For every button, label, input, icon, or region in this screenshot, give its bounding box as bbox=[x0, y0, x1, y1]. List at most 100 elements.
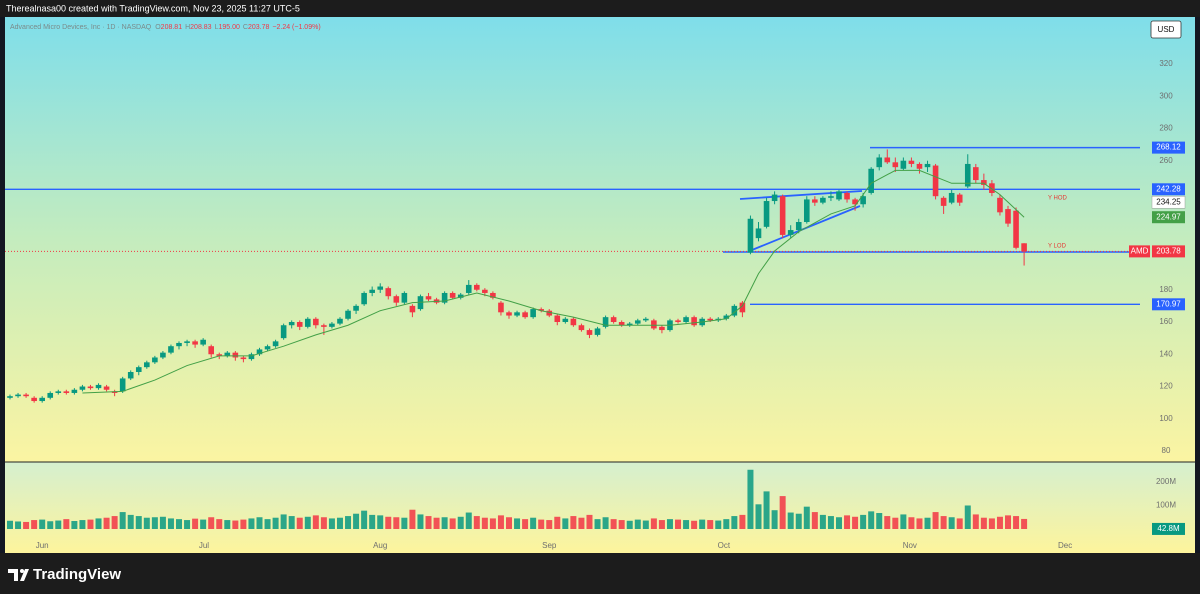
volume-bar bbox=[393, 517, 400, 529]
candle-body bbox=[643, 318, 649, 321]
volume-bar bbox=[151, 517, 158, 529]
candle-body bbox=[932, 165, 939, 197]
candle-body bbox=[892, 162, 899, 168]
volume-bar bbox=[956, 518, 963, 529]
volume-bar bbox=[1013, 516, 1020, 529]
y-tick-label: 80 bbox=[1162, 446, 1171, 455]
volume-bar bbox=[71, 521, 78, 529]
volume-bar bbox=[610, 519, 617, 529]
volume-bar bbox=[916, 518, 923, 529]
volume-bar bbox=[385, 516, 392, 529]
candle-body bbox=[240, 357, 247, 360]
candle-body bbox=[288, 322, 295, 326]
volume-bar bbox=[369, 514, 376, 529]
candle-body bbox=[192, 341, 198, 345]
level-label: 268.12 bbox=[1156, 143, 1181, 152]
candle-body bbox=[71, 389, 78, 393]
candle-body bbox=[39, 397, 45, 402]
candle-body bbox=[377, 286, 384, 290]
volume-bar bbox=[425, 516, 432, 529]
candle-body bbox=[152, 357, 158, 363]
candle-body bbox=[546, 310, 553, 316]
x-tick-label: Sep bbox=[542, 541, 557, 550]
candle-body bbox=[168, 346, 174, 353]
candle-body bbox=[208, 346, 215, 355]
currency[interactable]: USD bbox=[1158, 25, 1175, 34]
volume-bar bbox=[586, 514, 593, 529]
volume-bar bbox=[763, 491, 770, 529]
volume-bar bbox=[739, 514, 746, 529]
volume-bar bbox=[691, 520, 698, 529]
candle-body bbox=[514, 312, 520, 316]
volume-bar bbox=[594, 519, 601, 529]
volume-bar bbox=[570, 516, 577, 529]
brand-logo bbox=[8, 569, 29, 581]
x-tick-label: Jun bbox=[36, 541, 49, 550]
volume-bar bbox=[79, 520, 86, 529]
volume-bar bbox=[497, 515, 504, 529]
volume-bar bbox=[328, 518, 335, 529]
marker-label: 234.25 bbox=[1156, 197, 1181, 206]
candle-body bbox=[87, 386, 94, 389]
candle-body bbox=[586, 330, 593, 335]
candle-body bbox=[264, 346, 271, 350]
candle-body bbox=[506, 312, 512, 316]
candle-body bbox=[296, 322, 303, 327]
candle-body bbox=[401, 292, 408, 303]
candle-body bbox=[498, 302, 504, 313]
candle-body bbox=[232, 352, 239, 358]
candle-body bbox=[321, 325, 327, 327]
volume-bar bbox=[514, 518, 521, 529]
annotation: Y HOD bbox=[1048, 196, 1068, 202]
annotation: Y LOD bbox=[1048, 244, 1067, 250]
x-tick-label: Oct bbox=[718, 541, 731, 550]
y-tick-label: 320 bbox=[1159, 59, 1173, 68]
volume-bar bbox=[111, 516, 118, 529]
candle-body bbox=[771, 194, 778, 202]
volume-bar bbox=[892, 517, 899, 529]
volume-bar bbox=[280, 514, 287, 529]
ticker-badge bbox=[1129, 245, 1150, 258]
candle-body bbox=[441, 292, 448, 303]
volume-bar bbox=[441, 517, 448, 529]
candle-body bbox=[844, 192, 850, 200]
volume-bar bbox=[296, 517, 303, 529]
candle-body bbox=[409, 305, 416, 313]
price-pane bbox=[5, 17, 1195, 462]
volume-bar bbox=[353, 513, 360, 529]
candle-body bbox=[594, 328, 601, 335]
legend: Advanced Micro Devices, Inc · 1D · NASDA… bbox=[10, 24, 321, 31]
candle-body bbox=[176, 342, 182, 347]
volume-bar bbox=[731, 516, 738, 529]
close-badge bbox=[1152, 245, 1185, 258]
candle-body bbox=[884, 157, 891, 163]
volume-bar bbox=[208, 517, 215, 529]
candle-body bbox=[916, 163, 923, 169]
candle-body bbox=[345, 310, 351, 319]
volume-bar bbox=[996, 516, 1003, 529]
volume-bar bbox=[634, 519, 641, 529]
volume-bar bbox=[755, 504, 762, 529]
volume-label: 42.8M bbox=[1157, 524, 1180, 533]
volume-bar bbox=[626, 520, 633, 529]
candle-body bbox=[369, 289, 375, 293]
candle-body bbox=[908, 160, 915, 164]
volume-bar bbox=[377, 515, 384, 529]
volume-bar bbox=[288, 516, 295, 529]
logo-mark bbox=[8, 569, 29, 581]
candle-body bbox=[973, 167, 979, 181]
volume-bar bbox=[489, 518, 496, 529]
currency-button[interactable] bbox=[1150, 20, 1182, 39]
candle-body bbox=[538, 309, 544, 311]
volume-bar bbox=[336, 517, 343, 529]
candle-body bbox=[570, 318, 577, 326]
legend-value: 203.78 bbox=[248, 24, 270, 31]
volume-bar bbox=[835, 517, 842, 529]
moving-average bbox=[82, 169, 1025, 394]
volume-bar bbox=[192, 518, 199, 529]
y-tick-label: 160 bbox=[1159, 317, 1173, 326]
volume-bar bbox=[216, 519, 223, 529]
volume-bar bbox=[457, 516, 464, 529]
volume-bar bbox=[932, 512, 939, 529]
